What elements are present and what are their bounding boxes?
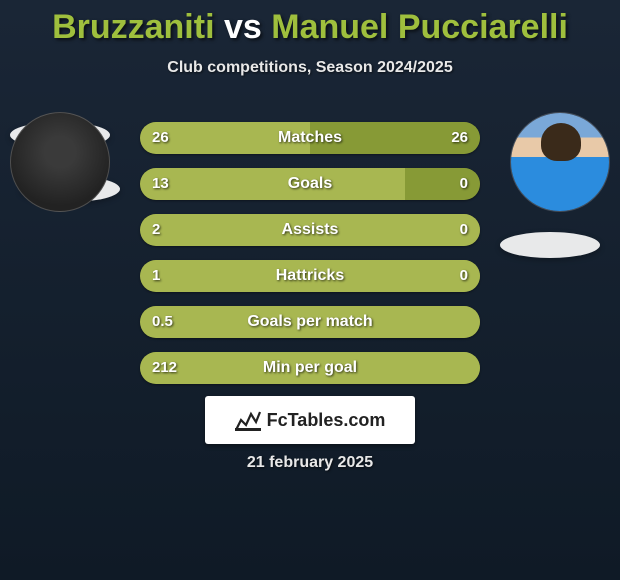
stat-label: Goals — [140, 168, 480, 200]
comparison-bars: 2626Matches 130Goals 20Assists 10Hattricks 0… — [140, 122, 480, 398]
stat-row-min-per-goal: 212Min per goal — [140, 352, 480, 384]
stat-label: Goals per match — [140, 306, 480, 338]
branding-badge: FcTables.com — [205, 396, 415, 444]
stat-row-matches: 2626Matches — [140, 122, 480, 154]
player-right-photo — [511, 113, 609, 211]
comparison-card: Bruzzaniti vs Manuel Pucciarelli Club co… — [0, 0, 620, 77]
stat-label: Hattricks — [140, 260, 480, 292]
stat-row-goals-per-match: 0.5Goals per match — [140, 306, 480, 338]
player-left-avatar — [10, 112, 110, 212]
title-player2: Manuel Pucciarelli — [271, 8, 568, 46]
player-right-avatar — [510, 112, 610, 212]
stat-label: Matches — [140, 122, 480, 154]
stat-row-assists: 20Assists — [140, 214, 480, 246]
page-title: Bruzzaniti vs Manuel Pucciarelli — [0, 0, 620, 47]
stat-row-goals: 130Goals — [140, 168, 480, 200]
stat-row-hattricks: 10Hattricks — [140, 260, 480, 292]
avatar-right-shadow — [500, 232, 600, 258]
fctables-logo-icon — [235, 409, 261, 431]
title-vs: vs — [224, 8, 262, 46]
branding-text: FcTables.com — [267, 410, 386, 431]
stat-label: Min per goal — [140, 352, 480, 384]
stat-label: Assists — [140, 214, 480, 246]
subtitle: Club competitions, Season 2024/2025 — [0, 59, 620, 77]
footer-date: 21 february 2025 — [0, 454, 620, 472]
title-player1: Bruzzaniti — [52, 8, 214, 46]
